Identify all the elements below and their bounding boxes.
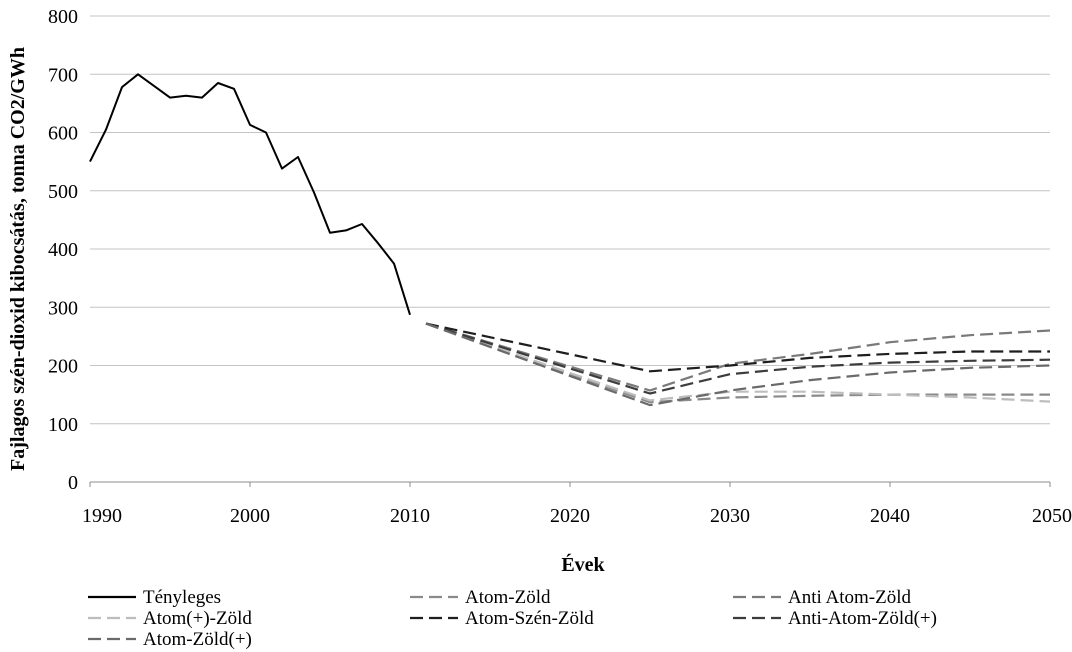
y-tick-label: 600	[48, 123, 78, 145]
y-tick-label: 200	[48, 356, 78, 378]
x-tick-label: 2000	[230, 505, 270, 527]
series-line-6	[425, 322, 1051, 407]
legend-label-1: Atom-Zöld	[465, 587, 551, 608]
legend-label-4: Atom-Szén-Zöld	[465, 608, 594, 629]
y-tick-label: 800	[48, 6, 78, 28]
legend: Tényleges Atom-Zöld Anti Atom-Zöld Atom(+)-…	[88, 587, 937, 650]
x-tick-label: 1990	[82, 505, 122, 527]
legend-label-2: Anti Atom-Zöld	[788, 587, 911, 608]
legend-label-3: Atom(+)-Zöld	[143, 608, 252, 629]
x-tick-label: 2050	[1032, 505, 1072, 527]
y-tick-label: 400	[48, 239, 78, 261]
x-tick-label: 2040	[870, 505, 910, 527]
x-tick-label: 2010	[390, 505, 430, 527]
y-tick-label: 700	[48, 64, 78, 86]
y-axis-title: Fajlagos szén-dioxid kibocsátás, tonna C…	[7, 47, 29, 471]
series-line-0	[89, 73, 411, 316]
gridlines	[90, 15, 1050, 425]
x-axis-title: Évek	[561, 553, 605, 576]
x-tick-label: 2020	[550, 505, 590, 527]
series-line-5	[425, 322, 1051, 395]
y-axis-ticks: 0 100 200 300 400 500 600 700 800	[48, 6, 78, 494]
legend-label-6: Atom-Zöld(+)	[143, 629, 252, 650]
x-tick-label: 2030	[710, 505, 750, 527]
y-tick-label: 0	[68, 472, 78, 494]
legend-label-0: Tényleges	[143, 587, 221, 608]
series-line-1	[425, 322, 1050, 404]
y-tick-label: 300	[48, 297, 78, 319]
series-line-2	[425, 322, 1051, 392]
x-axis-ticks: 1990 2000 2010 2020 2030 2040 2050	[82, 482, 1072, 527]
series-line-4	[425, 322, 1050, 373]
y-tick-label: 500	[48, 181, 78, 203]
y-tick-label: 100	[48, 414, 78, 436]
series-lines	[89, 73, 1051, 407]
legend-label-5: Anti-Atom-Zöld(+)	[788, 608, 937, 629]
series-line-3	[425, 322, 1051, 403]
